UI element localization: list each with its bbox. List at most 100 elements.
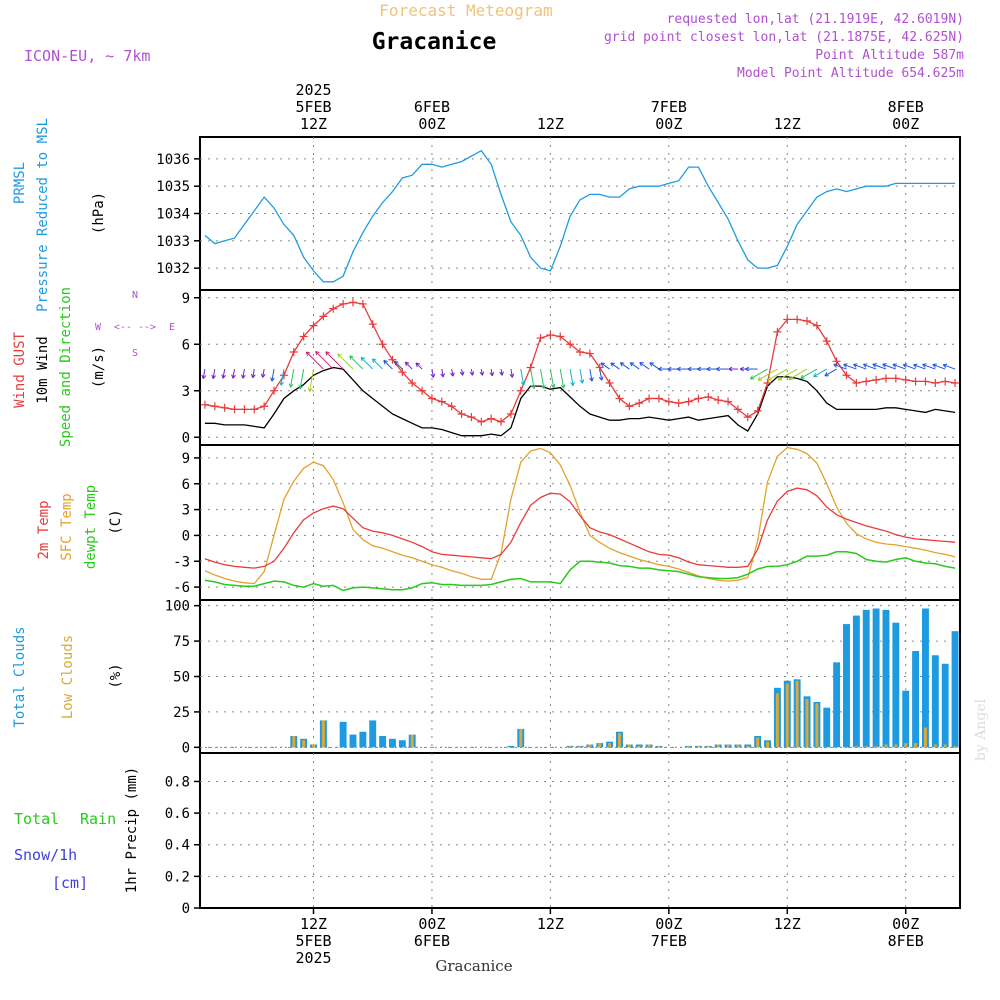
model-label: ICON-EU, ~ 7km bbox=[24, 47, 150, 65]
top-time-label: 00Z bbox=[892, 115, 919, 133]
gust-marker bbox=[546, 330, 555, 339]
wind-compass: N S W E <-- --> bbox=[95, 290, 175, 359]
wind-arrow-head bbox=[913, 363, 918, 369]
low-cloud-bar bbox=[568, 745, 572, 748]
low-cloud-bar bbox=[775, 693, 779, 748]
clouds-tick-label: 25 bbox=[173, 705, 190, 721]
gust-marker bbox=[743, 413, 752, 422]
total-cloud-bar bbox=[635, 744, 643, 748]
wind-arrow bbox=[757, 368, 778, 381]
wind-arrow bbox=[262, 368, 265, 378]
wind-arrow-head bbox=[942, 363, 948, 369]
wind-arrow bbox=[290, 368, 295, 388]
wind-arrow bbox=[903, 364, 916, 370]
wind-arrow bbox=[540, 368, 545, 389]
wind-arrow-head bbox=[560, 384, 566, 389]
total-cloud-bar bbox=[852, 615, 860, 748]
gust-marker bbox=[911, 377, 920, 386]
low-cloud-bar bbox=[608, 743, 612, 748]
gust-marker bbox=[635, 399, 644, 408]
bottom-time-label: 12Z bbox=[774, 915, 801, 933]
clouds-tick-label: 0 bbox=[182, 740, 190, 756]
wind-arrow-head bbox=[589, 377, 594, 382]
low-cloud-bar bbox=[874, 745, 878, 748]
sfc-temp-line bbox=[204, 446, 956, 585]
low-cloud-bar bbox=[696, 745, 700, 748]
top-time-label: 12Z bbox=[300, 115, 327, 133]
gust-marker bbox=[418, 386, 427, 395]
total-cloud-bar bbox=[359, 731, 367, 748]
clouds-label-total: Total Clouds bbox=[12, 626, 28, 727]
dewpt-line bbox=[204, 551, 956, 592]
wind-arrow-head bbox=[201, 374, 207, 379]
wind-arrow-head bbox=[676, 366, 681, 372]
gust-marker bbox=[289, 348, 298, 356]
low-cloud-bar bbox=[578, 745, 582, 748]
bottom-time-label: 12Z bbox=[537, 915, 564, 933]
bottom-time-label: 5FEB bbox=[295, 932, 331, 950]
compass-west: W bbox=[95, 322, 102, 333]
wind-direction-arrows bbox=[201, 350, 956, 392]
precip-unit: 1hr Precip (mm) bbox=[124, 767, 140, 893]
low-cloud-bar bbox=[716, 744, 720, 748]
wind-arrow bbox=[767, 368, 788, 381]
low-cloud-bar bbox=[519, 728, 523, 748]
wind-arrow bbox=[629, 362, 640, 370]
wind-arrow-head bbox=[579, 379, 585, 384]
wind-arrow bbox=[853, 363, 867, 370]
wind-arrow-head bbox=[800, 374, 805, 379]
low-cloud-bar bbox=[904, 743, 908, 748]
total-cloud-bar bbox=[507, 745, 515, 748]
wind-arrow bbox=[360, 357, 374, 370]
wind-arrow-head bbox=[450, 372, 455, 377]
wind-arrow-head bbox=[813, 372, 818, 378]
wind-label-speed-dir: Speed and Direction bbox=[58, 287, 74, 447]
wind-arrow-head bbox=[639, 361, 644, 367]
temp-tick-label: 9 bbox=[182, 451, 190, 467]
total-cloud-bar bbox=[951, 631, 959, 748]
wind-arrow-head bbox=[598, 376, 604, 381]
wind-arrow bbox=[599, 368, 603, 381]
clouds-tick-label: 75 bbox=[173, 634, 190, 650]
gust-marker bbox=[487, 414, 496, 423]
wind-arrow bbox=[610, 362, 620, 370]
low-cloud-bar bbox=[321, 720, 325, 748]
pressure-tick-label: 1032 bbox=[156, 261, 190, 277]
wind-arrow bbox=[872, 363, 887, 370]
bottom-time-label: 00Z bbox=[892, 915, 919, 933]
gust-marker bbox=[556, 332, 565, 341]
wind-arrow-head bbox=[509, 373, 515, 378]
precip-label-rain: Rain bbox=[80, 810, 116, 828]
wind-tick-label: 6 bbox=[182, 337, 190, 353]
low-cloud-bar bbox=[292, 736, 296, 748]
gust-marker bbox=[625, 402, 634, 411]
wind-arrow-head bbox=[788, 375, 793, 381]
pressure-label-msl: Pressure Reduced to MSL bbox=[35, 118, 51, 312]
wind-arrow-head bbox=[824, 372, 829, 377]
low-cloud-bar bbox=[914, 743, 918, 748]
total-cloud-bar bbox=[398, 740, 406, 748]
precip-tick-label: 0.8 bbox=[165, 774, 190, 790]
wind-arrow-head bbox=[767, 376, 772, 381]
top-time-label: 7FEB bbox=[651, 98, 687, 116]
low-cloud-bar bbox=[302, 740, 306, 748]
gust-marker bbox=[714, 396, 723, 405]
wind-arrow-head bbox=[715, 366, 720, 372]
wind-arrow-head bbox=[459, 371, 465, 376]
gust-marker bbox=[319, 312, 328, 321]
precip-label-cm: [cm] bbox=[52, 874, 88, 892]
wind-arrow bbox=[404, 361, 413, 370]
wind-arrow bbox=[212, 368, 216, 379]
wind-arrow bbox=[863, 363, 877, 370]
bottom-time-label: 7FEB bbox=[651, 932, 687, 950]
gust-marker bbox=[862, 377, 871, 386]
precip-tick-label: 0 bbox=[182, 901, 190, 917]
pressure-label-prmsl: PRMSL bbox=[12, 162, 28, 204]
top-time-label: 2025 bbox=[295, 81, 331, 99]
gust-marker bbox=[783, 315, 792, 324]
gust-marker bbox=[615, 394, 624, 403]
pressure-tick-label: 1033 bbox=[156, 234, 190, 250]
gust-marker bbox=[250, 405, 259, 414]
wind-arrow bbox=[315, 351, 334, 370]
precip-label-total: Total bbox=[14, 810, 59, 828]
